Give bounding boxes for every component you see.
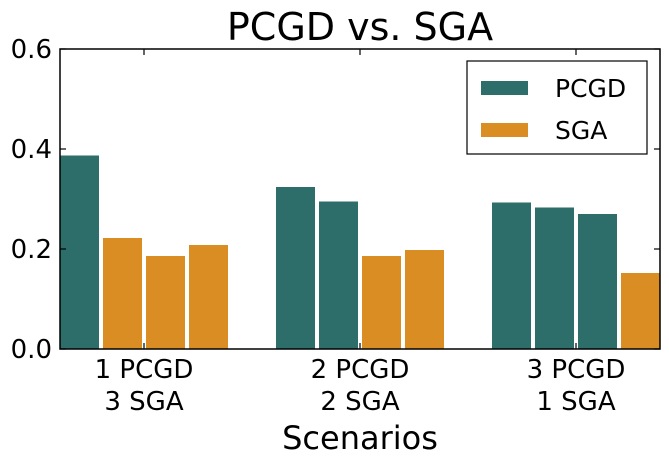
bar-pcgd-group3-3 (578, 214, 617, 349)
legend-box (466, 60, 648, 155)
bar-pcgd-group2-1 (276, 187, 315, 349)
legend-swatch-sga (481, 123, 528, 137)
legend-label-pcgd: PCGD (555, 74, 626, 103)
bar-sga-group2-3 (362, 256, 401, 349)
bar-sga-group1-4 (189, 245, 228, 349)
y-tick-label: 0.6 (11, 35, 52, 65)
x-category-label-line1: 3 PCGD (527, 355, 626, 385)
x-category-label-line2: 2 SGA (320, 387, 399, 417)
bars-layer (60, 155, 660, 349)
y-axis: 0.0 0.2 0.4 0.6 (11, 35, 660, 365)
bar-pcgd-group3-2 (535, 207, 574, 349)
bar-pcgd-group1-1 (60, 155, 99, 349)
bar-sga-group2-4 (405, 250, 444, 349)
x-category-label-line1: 2 PCGD (311, 355, 410, 385)
y-tick-label: 0.4 (11, 135, 52, 165)
bar-sga-group1-2 (103, 238, 142, 349)
x-category-label-line1: 1 PCGD (95, 355, 194, 385)
x-category-label-line2: 1 SGA (536, 387, 615, 417)
legend-swatch-pcgd (481, 81, 528, 95)
y-tick-label: 0.0 (11, 335, 52, 365)
x-axis-label: Scenarios (282, 419, 438, 457)
legend-label-sga: SGA (555, 116, 607, 145)
bar-sga-group1-3 (146, 256, 185, 349)
bar-sga-group3-4 (621, 273, 660, 349)
bar-pcgd-group2-2 (319, 201, 358, 349)
y-tick-label: 0.2 (11, 235, 52, 265)
bar-pcgd-group3-1 (492, 202, 531, 349)
chart-title: PCGD vs. SGA (227, 5, 493, 49)
legend: PCGD SGA (466, 60, 648, 155)
x-category-label-line2: 3 SGA (104, 387, 183, 417)
